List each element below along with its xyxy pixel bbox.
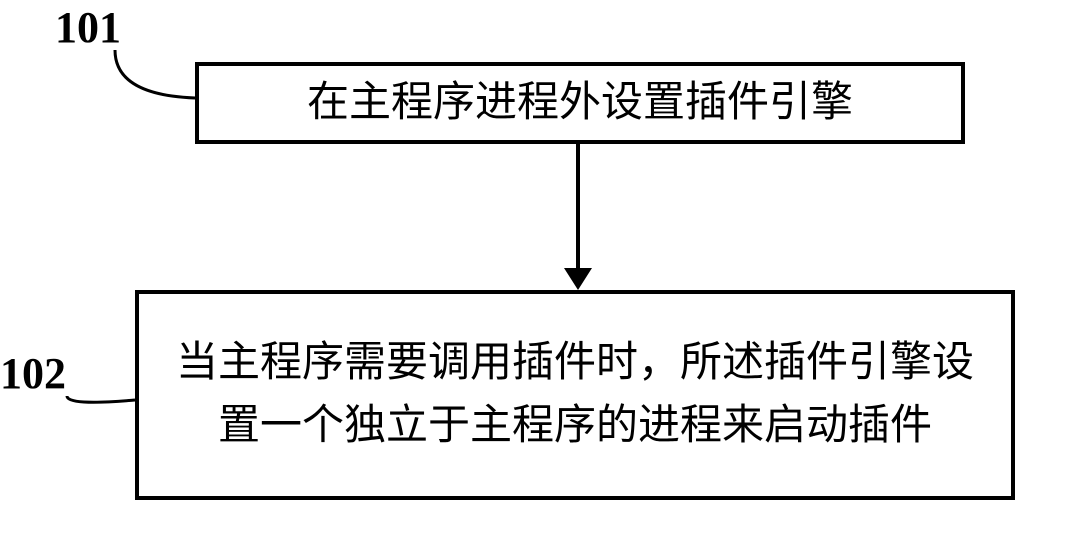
box-text: 当主程序需要调用插件时，所述插件引擎设置一个独立于主程序的进程来启动插件 [159, 332, 991, 458]
box-text: 在主程序进程外设置插件引擎 [307, 72, 853, 135]
step-box-102: 当主程序需要调用插件时，所述插件引擎设置一个独立于主程序的进程来启动插件 [135, 290, 1015, 500]
step-box-101: 在主程序进程外设置插件引擎 [195, 62, 965, 144]
arrow-line-101-102 [576, 144, 580, 272]
connector-102 [55, 388, 140, 418]
arrow-head-101-102 [564, 268, 592, 290]
connector-101 [100, 40, 200, 110]
